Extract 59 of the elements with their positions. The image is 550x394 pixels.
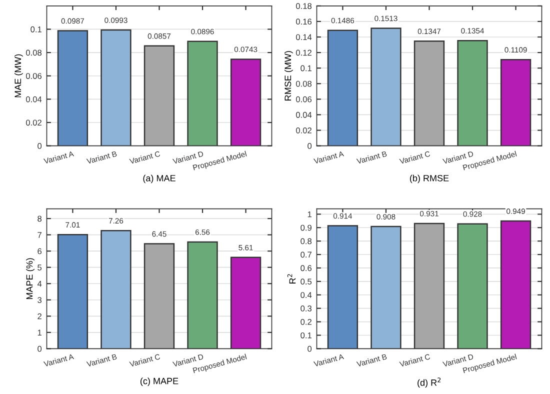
- y-tick-label: 0.8: [300, 238, 312, 244]
- y-tick-label: 0.2: [300, 318, 312, 325]
- y-axis-title: RMSE (MW): [284, 51, 293, 100]
- bar: [457, 40, 488, 146]
- y-tick-label: 1: [308, 211, 312, 218]
- y-tick-label: 4: [37, 280, 42, 287]
- y-tick-label: 0.04: [296, 112, 312, 118]
- bar: [100, 230, 132, 349]
- bar: [57, 234, 88, 349]
- y-tick-label: 8: [38, 216, 42, 222]
- y-tick-label: 7: [38, 232, 42, 238]
- y-tick-label: 0.02: [26, 120, 42, 126]
- y-tick-label: 0.06: [296, 96, 312, 102]
- bar: [187, 40, 218, 146]
- y-tick-label: 0.08: [296, 80, 312, 87]
- x-axis-title: (c) MAPE: [140, 378, 178, 386]
- y-tick-label: 0.02: [296, 127, 312, 134]
- y-tick-label: 0.14: [296, 34, 312, 40]
- y-tick-label: 0: [308, 346, 312, 352]
- y-tick-label: 5: [38, 264, 42, 270]
- y-tick-label: 6: [38, 248, 42, 254]
- x-axis-title: (a) MAE: [143, 174, 176, 184]
- y-tick-label: 0.18: [296, 3, 312, 10]
- y-tick-label: 3: [38, 297, 42, 303]
- y-tick-label: 0.06: [26, 73, 42, 79]
- y-axis-title: MAE (MW): [14, 54, 23, 98]
- y-tick-label: 0.08: [26, 50, 42, 56]
- bar: [500, 58, 532, 146]
- y-tick-label: 1: [38, 330, 42, 336]
- y-tick-label: 0.1: [300, 65, 312, 72]
- y-tick-label: 0.9: [300, 224, 312, 231]
- y-tick-label: 0.1: [300, 332, 312, 338]
- bar: [144, 45, 175, 146]
- y-tick-label: 0.04: [26, 96, 42, 102]
- y-tick-label: 0.4: [300, 292, 312, 298]
- y-tick-label: 0: [308, 143, 312, 149]
- x-axis-title: (b) RMSE: [410, 174, 449, 184]
- y-tick-label: 0.7: [300, 252, 312, 258]
- x-axis-title: (d) R$^{2}$: [418, 378, 441, 388]
- y-tick-label: 0.16: [296, 18, 312, 25]
- y-tick-label: 0: [38, 143, 42, 149]
- bar: [187, 241, 218, 349]
- y-tick-label: 0: [38, 346, 42, 352]
- bar: [57, 30, 88, 146]
- y-tick-label: 0.3: [300, 306, 312, 312]
- y-tick-label: 0.12: [296, 50, 312, 56]
- bar: [144, 243, 175, 349]
- y-tick-label: 0.6: [300, 265, 312, 272]
- y-axis-title: R$^{2}$: [287, 274, 296, 284]
- bar: [100, 29, 132, 146]
- bar: [230, 256, 262, 349]
- bar: [414, 40, 445, 146]
- bar: [327, 30, 358, 146]
- bar: [370, 28, 402, 146]
- y-tick-label: 0.1: [30, 26, 42, 32]
- y-axis-title: MAPE (%): [26, 258, 34, 300]
- y-tick-label: 2: [38, 313, 42, 320]
- bar: [230, 58, 262, 146]
- y-tick-label: 0.5: [300, 278, 312, 285]
